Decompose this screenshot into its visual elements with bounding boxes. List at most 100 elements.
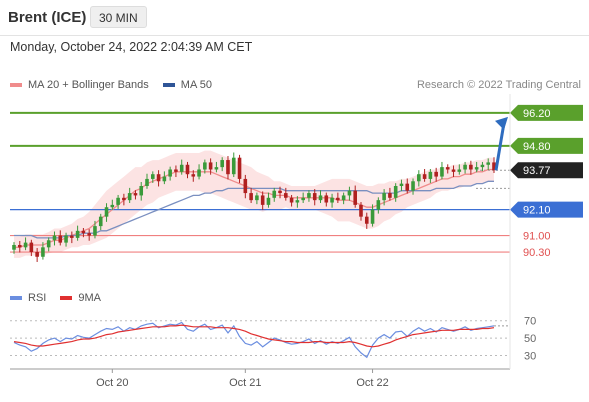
- candle-body: [318, 195, 323, 201]
- candle-body: [451, 169, 456, 172]
- candle-body: [243, 178, 248, 194]
- rsi-series-9ma: [13, 324, 495, 348]
- x-tick-label: Oct 22: [356, 377, 388, 389]
- research-credit: Research © 2022 Trading Central: [416, 79, 581, 91]
- candle-body: [405, 183, 410, 191]
- candle-body: [127, 193, 132, 201]
- candle-body: [156, 174, 161, 182]
- candle-body: [289, 197, 294, 203]
- candle-body: [249, 193, 253, 201]
- candle-body: [272, 190, 277, 198]
- candle-body: [12, 244, 16, 250]
- candle-body: [191, 174, 196, 177]
- rsi-legend: RSI 9MA: [10, 292, 115, 304]
- legend-item-rsi: RSI: [10, 292, 46, 304]
- candle-body: [226, 160, 230, 175]
- interval-button[interactable]: 30 MIN: [90, 6, 147, 28]
- candle-body: [428, 171, 433, 179]
- legend-item-ma20: MA 20 + Bollinger Bands: [10, 79, 149, 91]
- rsi-tick-label: 70: [524, 316, 536, 328]
- candle-body: [231, 157, 236, 175]
- candle-body: [237, 157, 242, 179]
- level-tag-label: 92.10: [523, 205, 551, 217]
- candle-body: [81, 230, 86, 234]
- legend-label-rsi: RSI: [28, 292, 47, 304]
- level-label-90-30: 90.30: [523, 247, 551, 259]
- candle-body: [214, 167, 219, 170]
- legend-swatch-ma50: [162, 83, 175, 87]
- candle-body: [359, 204, 363, 217]
- candle-body: [64, 235, 68, 243]
- candle-body: [260, 195, 265, 205]
- legend-label-9ma: 9MA: [78, 292, 101, 304]
- candle-body: [174, 169, 178, 172]
- candle-body: [46, 240, 51, 248]
- candle-body: [492, 162, 496, 171]
- candle-body: [266, 197, 271, 205]
- candle-body: [364, 216, 369, 224]
- candle-body: [474, 167, 479, 170]
- candle-body: [422, 174, 427, 179]
- level-tag-shape: [510, 162, 583, 179]
- candle-body: [486, 162, 491, 165]
- chart-header: Brent (ICE) 30 MIN: [0, 0, 589, 36]
- candle-body: [393, 186, 398, 198]
- legend-item-9ma: 9MA: [60, 292, 101, 304]
- candle-body: [347, 190, 352, 196]
- candle-body: [75, 230, 80, 238]
- level-tag-96-20: 96.20: [510, 104, 583, 121]
- candle-body: [70, 235, 74, 238]
- level-tag-label: 94.80: [523, 141, 551, 153]
- candle-body: [307, 193, 311, 198]
- candle-body: [411, 181, 415, 191]
- level-tag-label: 93.77: [523, 165, 551, 177]
- candle-body: [255, 195, 259, 201]
- candle-body: [185, 164, 190, 175]
- candle-body: [434, 171, 438, 177]
- level-label-91-00: 91.00: [523, 231, 551, 243]
- level-tag-label: 96.20: [523, 108, 551, 120]
- candle-body: [463, 164, 467, 170]
- rsi-series-rsi: [13, 321, 495, 359]
- candle-body: [87, 233, 91, 236]
- candle-body: [23, 242, 28, 248]
- level-tag-94-80: 94.80: [510, 137, 583, 154]
- candle-body: [278, 190, 282, 194]
- x-tick-label: Oct 21: [229, 377, 261, 389]
- candle-body: [301, 197, 305, 201]
- candle-body: [35, 252, 39, 257]
- candle-body: [457, 169, 462, 172]
- candle-body: [150, 174, 155, 179]
- candle-body: [324, 195, 329, 203]
- candle-body: [469, 164, 473, 170]
- candle-body: [388, 193, 392, 198]
- candle-body: [284, 193, 288, 198]
- candle-body: [370, 209, 375, 224]
- level-tag-93-77: 93.77: [510, 162, 583, 179]
- legend-label-ma50: MA 50: [180, 79, 212, 91]
- candle-body: [203, 162, 207, 170]
- legend-swatch-rsi: [10, 296, 22, 300]
- candle-body: [312, 193, 317, 201]
- x-tick-label: Oct 20: [96, 377, 128, 389]
- candle-body: [295, 200, 300, 203]
- candle-body: [110, 204, 115, 208]
- legend-swatch-9ma: [60, 296, 73, 300]
- level-tag-shape: [510, 137, 583, 154]
- candle-body: [116, 197, 120, 205]
- candle-body: [376, 200, 381, 210]
- candle-body: [29, 242, 34, 253]
- candle-body: [17, 244, 22, 248]
- candle-body: [162, 176, 167, 182]
- legend-item-ma50: MA 50: [162, 79, 212, 91]
- candle-body: [145, 178, 149, 186]
- candle-body: [98, 216, 103, 227]
- candle-body: [382, 193, 386, 201]
- level-tag-92-10: 92.10: [510, 201, 583, 218]
- candle-body: [336, 197, 340, 201]
- candle-body: [122, 197, 126, 201]
- candle-body: [399, 183, 404, 186]
- candle-body: [220, 160, 224, 168]
- candle-body: [139, 186, 144, 196]
